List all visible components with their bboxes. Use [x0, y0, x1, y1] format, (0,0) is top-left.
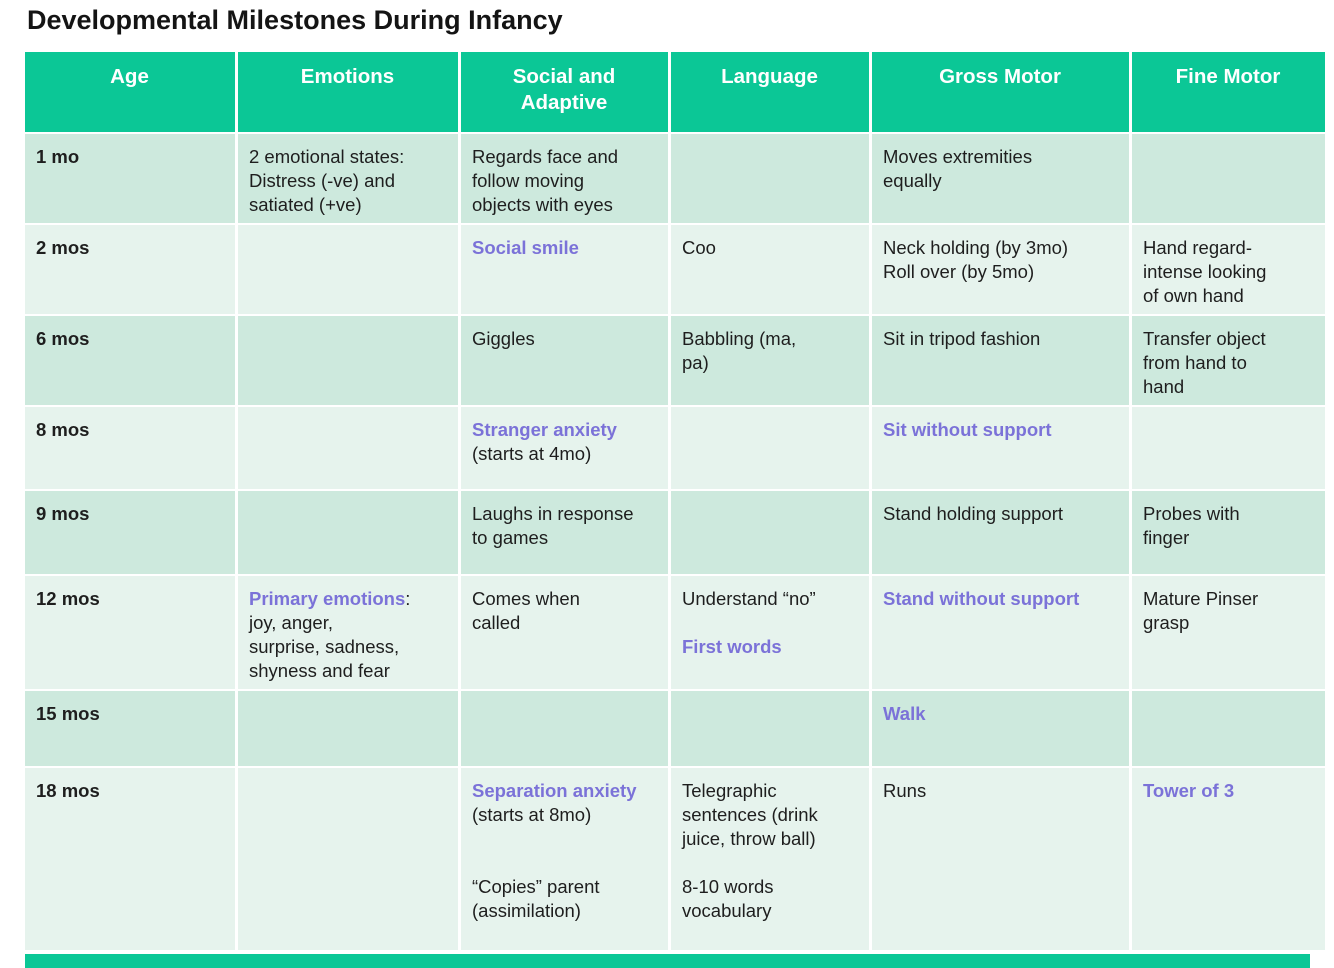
cell-6-mos-social: Giggles [461, 316, 668, 405]
cell-9-mos-social: Laughs in response to games [461, 491, 668, 574]
cell-2-mos-emotions [238, 225, 458, 314]
cell-15-mos-fine [1132, 691, 1325, 766]
table-row-18-mos: 18 mos Separation anxiety (starts at 8mo)… [25, 768, 1325, 950]
cell-text: Babbling (ma, pa) [682, 328, 797, 373]
cell-1-mo-language [671, 134, 869, 223]
cell-15-mos-gross: Walk [872, 691, 1129, 766]
milestone-highlight: First words [682, 636, 782, 657]
milestone-highlight: Separation anxiety [472, 780, 637, 801]
cell-text: Telegraphic sentences (drink juice, thro… [682, 780, 818, 921]
cell-6-mos-age: 6 mos [25, 316, 235, 405]
cell-18-mos-language: Telegraphic sentences (drink juice, thro… [671, 768, 869, 950]
cell-9-mos-emotions [238, 491, 458, 574]
cell-18-mos-gross: Runs [872, 768, 1129, 950]
cell-text: Runs [883, 780, 927, 801]
cell-6-mos-gross: Sit in tripod fashion [872, 316, 1129, 405]
column-header-fine: Fine Motor [1132, 52, 1325, 132]
milestone-highlight: Stranger anxiety [472, 419, 617, 440]
cell-12-mos-fine: Mature Pinser grasp [1132, 576, 1325, 689]
table-row-8-mos: 8 mos Stranger anxiety (starts at 4mo) Sit… [25, 407, 1325, 489]
column-header-social: Social and Adaptive [461, 52, 668, 132]
cell-18-mos-social: Separation anxiety (starts at 8mo) “Copi… [461, 768, 668, 950]
cell-12-mos-age: 12 mos [25, 576, 235, 689]
cell-text: Understand “no” [682, 588, 816, 609]
milestone-highlight: Stand without support [883, 588, 1080, 609]
cell-8-mos-gross: Sit without support [872, 407, 1129, 489]
cell-15-mos-emotions [238, 691, 458, 766]
cell-1-mo-age: 1 mo [25, 134, 235, 223]
cell-9-mos-language [671, 491, 869, 574]
cell-text: Transfer object from hand to hand [1143, 328, 1266, 397]
column-header-emotions: Emotions [238, 52, 458, 132]
cell-8-mos-social: Stranger anxiety (starts at 4mo) [461, 407, 668, 489]
cell-6-mos-emotions [238, 316, 458, 405]
table-row-9-mos: 9 mos Laughs in response to games Stand ho… [25, 491, 1325, 574]
cell-text: Comes when called [472, 588, 580, 633]
cell-12-mos-language: Understand “no” First words [671, 576, 869, 689]
cell-6-mos-language: Babbling (ma, pa) [671, 316, 869, 405]
milestone-highlight: Social smile [472, 237, 579, 258]
cell-2-mos-social: Social smile [461, 225, 668, 314]
cell-15-mos-social [461, 691, 668, 766]
table-row-12-mos: 12 mos Primary emotions: joy, anger, surp… [25, 576, 1325, 689]
cell-2-mos-age: 2 mos [25, 225, 235, 314]
cell-18-mos-fine: Tower of 3 [1132, 768, 1325, 950]
milestones-table: Age Emotions Social and Adaptive Language Gr… [25, 52, 1325, 968]
table-row-15-mos: 15 mos Walk [25, 691, 1325, 766]
table-row-2-mos: 2 mos Social smile Coo Neck holding (by 3mo… [25, 225, 1325, 314]
cell-2-mos-language: Coo [671, 225, 869, 314]
cell-text: : joy, anger, surprise, sadness, shyness… [249, 588, 411, 681]
cell-text: Giggles [472, 328, 535, 349]
cell-12-mos-social: Comes when called [461, 576, 668, 689]
cell-18-mos-emotions [238, 768, 458, 950]
cell-text: Mature Pinser grasp [1143, 588, 1259, 633]
cell-1-mo-emotions: 2 emotional states: Distress (-ve) and s… [238, 134, 458, 223]
header-row: Age Emotions Social and Adaptive Language Gr… [25, 52, 1325, 132]
cell-8-mos-fine [1132, 407, 1325, 489]
cell-9-mos-age: 9 mos [25, 491, 235, 574]
cell-text: Hand regard- intense looking of own hand [1143, 237, 1267, 306]
cell-text: 2 emotional states: Distress (-ve) and s… [249, 146, 405, 215]
column-header-age: Age [25, 52, 235, 132]
milestone-highlight: Primary emotions [249, 588, 406, 609]
cell-8-mos-emotions [238, 407, 458, 489]
cell-6-mos-fine: Transfer object from hand to hand [1132, 316, 1325, 405]
cell-text: Laughs in response to games [472, 503, 634, 548]
cell-text: Stand holding support [883, 503, 1063, 524]
cell-text: (starts at 4mo) [472, 443, 592, 464]
cell-9-mos-fine: Probes with finger [1132, 491, 1325, 574]
milestone-highlight: Sit without support [883, 419, 1052, 440]
cell-2-mos-gross: Neck holding (by 3mo) Roll over (by 5mo) [872, 225, 1129, 314]
table-row-6-mos: 6 mos Giggles Babbling (ma, pa) Sit in trip… [25, 316, 1325, 405]
cell-1-mo-social: Regards face and follow moving objects w… [461, 134, 668, 223]
next-table-header-edge [25, 954, 1310, 968]
column-header-language: Language [671, 52, 869, 132]
cell-15-mos-age: 15 mos [25, 691, 235, 766]
cell-12-mos-gross: Stand without support [872, 576, 1129, 689]
slide: Developmental Milestones During Infancy … [25, 5, 1325, 968]
cell-1-mo-fine [1132, 134, 1325, 223]
cell-text: Probes with finger [1143, 503, 1240, 548]
cell-text: Moves extremities equally [883, 146, 1033, 191]
cell-8-mos-age: 8 mos [25, 407, 235, 489]
cell-text: (starts at 8mo) “Copies” parent (assimil… [472, 804, 600, 921]
cell-8-mos-language [671, 407, 869, 489]
cell-text: Neck holding (by 3mo) Roll over (by 5mo) [883, 237, 1069, 282]
cell-9-mos-gross: Stand holding support [872, 491, 1129, 574]
cell-18-mos-age: 18 mos [25, 768, 235, 950]
cell-1-mo-gross: Moves extremities equally [872, 134, 1129, 223]
cell-2-mos-fine: Hand regard- intense looking of own hand [1132, 225, 1325, 314]
page-title: Developmental Milestones During Infancy [27, 5, 563, 35]
table-row-1-mo: 1 mo 2 emotional states: Distress (-ve) a… [25, 134, 1325, 223]
cell-text: Coo [682, 237, 716, 258]
milestone-highlight: Walk [883, 703, 926, 724]
column-header-gross: Gross Motor [872, 52, 1129, 132]
cell-text: Regards face and follow moving objects w… [472, 146, 619, 215]
cell-text: Sit in tripod fashion [883, 328, 1041, 349]
cell-12-mos-emotions: Primary emotions: joy, anger, surprise, … [238, 576, 458, 689]
milestone-highlight: Tower of 3 [1143, 780, 1235, 801]
cell-15-mos-language [671, 691, 869, 766]
